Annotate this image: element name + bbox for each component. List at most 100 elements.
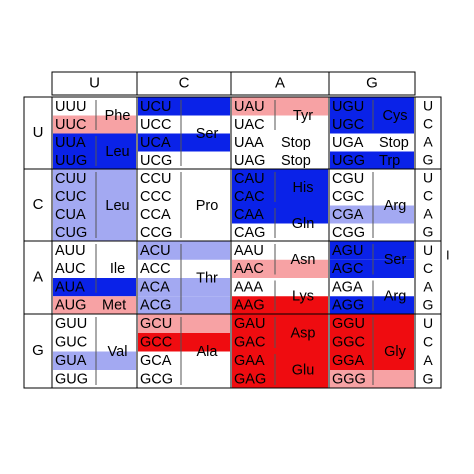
third-letter-u: U <box>423 242 433 258</box>
codon-aaa: AAA <box>234 279 263 295</box>
third-letter-g: G <box>423 224 434 240</box>
codon-fill-cau <box>232 169 328 188</box>
codon-fill-cua <box>53 205 136 224</box>
amino-acid-arg: Arg <box>384 289 407 305</box>
codon-fill-ggu <box>330 314 414 333</box>
codon-ugc: UGC <box>332 117 364 133</box>
codon-uga: UGA <box>332 135 364 151</box>
third-letter-a: A <box>423 278 433 294</box>
third-letter-g: G <box>423 152 434 168</box>
amino-acid-his: His <box>293 180 314 196</box>
codon-fill-uca <box>138 133 230 152</box>
codon-fill-cac <box>232 187 328 206</box>
amino-acid-ser: Ser <box>384 252 407 268</box>
third-letter-c: C <box>423 260 433 276</box>
codon-fill-uua <box>53 133 136 152</box>
third-letter-u: U <box>423 98 433 114</box>
codon-fill-ggg <box>330 370 414 389</box>
codon-aac: AAC <box>234 261 264 277</box>
codon-gcu: GCU <box>140 316 172 332</box>
codon-gau: GAU <box>234 316 265 332</box>
amino-acid-asn: Asn <box>291 252 316 268</box>
codon-gac: GAC <box>234 335 265 351</box>
codon-cgu: CGU <box>332 171 364 187</box>
third-letter-c: C <box>423 116 433 132</box>
amino-acid-pro: Pro <box>196 198 219 214</box>
amino-acid-gly: Gly <box>384 344 407 360</box>
codon-fill-gcc <box>138 333 230 352</box>
amino-acid-stop: Stop <box>379 135 409 151</box>
codon-caa: CAA <box>234 207 264 223</box>
codon-gga: GGA <box>332 353 365 369</box>
codon-uau: UAU <box>234 99 265 115</box>
codon-ggu: GGU <box>332 316 365 332</box>
codon-uca: UCA <box>140 135 171 151</box>
third-letter-c: C <box>423 333 433 349</box>
codon-cuc: CUC <box>55 189 86 205</box>
codon-ugg: UGG <box>332 153 365 169</box>
codon-cag: CAG <box>234 225 265 241</box>
codon-gug: GUG <box>55 372 88 388</box>
codon-aga: AGA <box>332 279 363 295</box>
codon-acg: ACG <box>140 298 171 314</box>
codon-ccu: CCU <box>140 171 171 187</box>
codon-cau: CAU <box>234 171 265 187</box>
codon-cuu: CUU <box>55 171 86 187</box>
codon-fill-agg <box>330 296 414 315</box>
codon-uaa: UAA <box>234 135 264 151</box>
codon-fill-aua <box>53 278 136 297</box>
codon-fill-aug <box>53 296 136 315</box>
codon-fill-aac <box>232 259 328 278</box>
amino-acid-leu: Leu <box>105 198 129 214</box>
codon-agu: AGU <box>332 243 363 259</box>
codon-cgc: CGC <box>332 189 364 205</box>
codon-cgg: CGG <box>332 225 365 241</box>
codon-gua: GUA <box>55 353 87 369</box>
codon-guu: GUU <box>55 316 87 332</box>
codon-agc: AGC <box>332 261 363 277</box>
third-letter-a: A <box>423 134 433 150</box>
amino-acid-cys: Cys <box>383 108 408 124</box>
codon-aau: AAU <box>234 243 264 259</box>
codon-ucg: UCG <box>140 153 172 169</box>
codon-acc: ACC <box>140 261 171 277</box>
amino-acid-ile: Ile <box>110 261 125 277</box>
third-letter-g: G <box>423 297 434 313</box>
codon-gaa: GAA <box>234 353 265 369</box>
codon-fill-gua <box>53 351 136 370</box>
codon-cca: CCA <box>140 207 171 223</box>
codon-gcc: GCC <box>140 335 172 351</box>
codon-gag: GAG <box>234 372 266 388</box>
row-letter-u: U <box>33 124 44 141</box>
codon-fill-gga <box>330 351 414 370</box>
codon-acu: ACU <box>140 243 171 259</box>
amino-acid-lys: Lys <box>292 289 314 305</box>
codon-fill-cuc <box>53 187 136 206</box>
codon-fill-cug <box>53 223 136 242</box>
codon-fill-caa <box>232 205 328 224</box>
codon-cug: CUG <box>55 225 87 241</box>
amino-acid-ser: Ser <box>196 126 219 142</box>
codon-fill-agc <box>330 259 414 278</box>
codon-fill-agu <box>330 241 414 260</box>
codon-fill-acg <box>138 296 230 315</box>
amino-acid-ala: Ala <box>197 344 219 360</box>
codon-fill-gac <box>232 333 328 352</box>
row-letter-c: C <box>33 196 44 213</box>
stray-mark: I <box>446 247 450 262</box>
codon-fill-gag <box>232 370 328 389</box>
third-letter-a: A <box>423 206 433 222</box>
codon-ggc: GGC <box>332 335 365 351</box>
codon-uac: UAC <box>234 117 265 133</box>
codon-ucc: UCC <box>140 117 171 133</box>
codon-ugu: UGU <box>332 99 364 115</box>
codon-guc: GUC <box>55 335 87 351</box>
codon-fill-uug <box>53 151 136 170</box>
third-letter-u: U <box>423 170 433 186</box>
third-letter-c: C <box>423 188 433 204</box>
amino-acid-arg: Arg <box>384 198 407 214</box>
codon-aua: AUA <box>55 279 85 295</box>
header-letter-a: A <box>275 74 285 91</box>
amino-acid-val: Val <box>108 344 128 360</box>
